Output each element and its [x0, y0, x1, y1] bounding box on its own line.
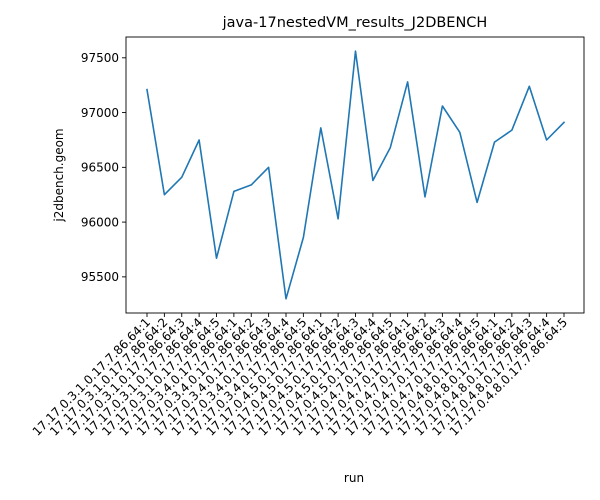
y-tick-label: 95500: [81, 270, 119, 284]
x-axis-label: run: [344, 471, 364, 485]
y-tick-label: 97000: [81, 106, 119, 120]
chart-title: java-17nestedVM_results_J2DBENCH: [222, 15, 488, 31]
y-tick-label: 96000: [81, 215, 119, 229]
y-tick-label: 96500: [81, 161, 119, 175]
y-tick-label: 97500: [81, 51, 119, 65]
plot-area: 955009600096500970009750017.17.0.3.1.0.1…: [30, 50, 570, 439]
plot-frame: [125, 36, 585, 314]
y-axis-label: j2dbench.geom: [52, 128, 66, 222]
series-line: [146, 50, 566, 300]
